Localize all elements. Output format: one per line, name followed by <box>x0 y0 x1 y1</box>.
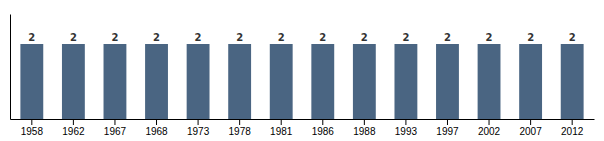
data-label: 2 <box>569 32 576 43</box>
data-label: 2 <box>195 32 202 43</box>
y-axis-line <box>10 15 11 120</box>
bar <box>561 44 584 119</box>
x-tick-label: 1981 <box>270 126 293 137</box>
x-tick: 1981 <box>270 119 293 137</box>
x-tick-label: 1988 <box>353 126 376 137</box>
data-label: 2 <box>278 32 285 43</box>
x-tick-label: 2012 <box>561 126 584 137</box>
x-axis-line <box>11 119 595 120</box>
bar <box>62 44 85 119</box>
x-tick: 1968 <box>145 119 168 137</box>
x-tick-mark <box>489 119 490 125</box>
data-label: 2 <box>361 32 368 43</box>
data-labels: 2 2 2 2 2 2 2 2 2 2 2 2 2 2 <box>28 32 575 43</box>
data-label: 2 <box>444 32 451 43</box>
x-tick-label: 1986 <box>312 126 335 137</box>
bar <box>311 44 334 119</box>
x-tick: 1958 <box>21 119 44 137</box>
x-tick-mark <box>530 119 531 125</box>
x-tick-mark <box>322 119 323 125</box>
x-tick-mark <box>73 119 74 125</box>
bar <box>270 44 293 119</box>
bar <box>519 44 542 119</box>
bar <box>228 44 251 119</box>
x-tick-label: 1993 <box>395 126 418 137</box>
x-tick: 2002 <box>478 119 501 137</box>
bar <box>104 44 127 119</box>
x-tick: 1978 <box>229 119 252 137</box>
x-tick-label: 1997 <box>436 126 459 137</box>
data-label: 2 <box>70 32 77 43</box>
bars <box>20 44 583 119</box>
x-tick-mark <box>31 119 32 125</box>
x-tick-label: 1978 <box>229 126 252 137</box>
chart: 2222222222222219581962196719681973197819… <box>0 0 604 141</box>
bar <box>187 44 210 119</box>
x-tick-mark <box>156 119 157 125</box>
data-label: 2 <box>28 32 35 43</box>
data-label: 2 <box>153 32 160 43</box>
x-tick-label: 1962 <box>62 126 85 137</box>
x-tick-mark <box>447 119 448 125</box>
data-label: 2 <box>527 32 534 43</box>
bar <box>20 44 43 119</box>
x-tick-label: 1958 <box>21 126 44 137</box>
data-label: 2 <box>111 32 118 43</box>
x-tick: 1997 <box>436 119 459 137</box>
x-tick-mark <box>281 119 282 125</box>
bar <box>353 44 376 119</box>
data-label: 2 <box>319 32 326 43</box>
x-tick-label: 1967 <box>104 126 127 137</box>
data-label: 2 <box>486 32 493 43</box>
bar <box>145 44 168 119</box>
x-tick-label: 2002 <box>478 126 501 137</box>
data-label: 2 <box>402 32 409 43</box>
x-tick-label: 1968 <box>145 126 168 137</box>
plot: 2222222222222219581962196719681973197819… <box>11 15 595 138</box>
x-axis: 1958 1962 1967 1968 1973 1978 1981 1986 1988 1993… <box>11 119 595 137</box>
x-tick: 2007 <box>519 119 542 137</box>
bar <box>436 44 459 119</box>
x-tick-mark <box>405 119 406 125</box>
x-tick: 2012 <box>561 119 584 137</box>
x-tick-mark <box>198 119 199 125</box>
x-tick: 1967 <box>104 119 127 137</box>
x-tick-mark <box>239 119 240 125</box>
x-tick-label: 1973 <box>187 126 210 137</box>
bar <box>394 44 417 119</box>
y-axis <box>10 15 11 120</box>
x-tick-mark <box>572 119 573 125</box>
data-label: 2 <box>236 32 243 43</box>
x-tick-mark <box>114 119 115 125</box>
x-tick-label: 2007 <box>519 126 542 137</box>
x-tick: 1962 <box>62 119 85 137</box>
x-tick: 1988 <box>353 119 376 137</box>
x-tick: 1986 <box>312 119 335 137</box>
x-tick: 1993 <box>395 119 418 137</box>
bar <box>478 44 501 119</box>
x-tick-mark <box>364 119 365 125</box>
x-tick: 1973 <box>187 119 210 137</box>
